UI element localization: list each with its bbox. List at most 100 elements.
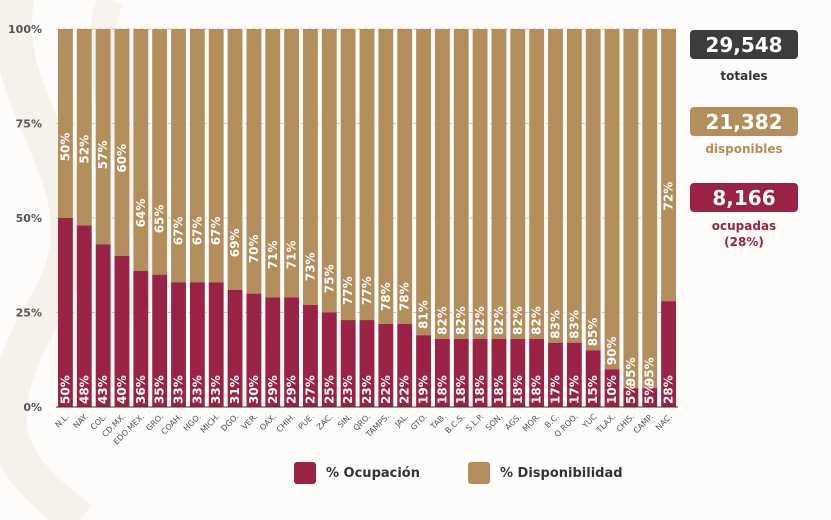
- x-tick-label: PUE.: [297, 412, 316, 431]
- bar-group: 28% 72%: [661, 29, 676, 407]
- bar-disponibilidad: [227, 29, 243, 290]
- legend-label-disponibilidad: % Disponibilidad: [500, 465, 623, 481]
- bar-disponibilidad: [189, 29, 205, 283]
- x-tick-label: JAL.: [393, 412, 410, 429]
- value-label-ocupacion: 33%: [190, 375, 204, 404]
- bar-group: 19% 81%: [416, 29, 431, 407]
- value-label-ocupacion: 18%: [473, 375, 487, 404]
- bar-ocupacion: [566, 342, 582, 407]
- ocupadas-caption-percent: (28%): [724, 235, 764, 249]
- y-tick-label: 50%: [16, 212, 42, 225]
- value-label-disponibilidad: 70%: [247, 234, 261, 263]
- bar-group: 43% 57%: [95, 29, 111, 407]
- disponibles-value: 21,382: [705, 109, 783, 134]
- totales-caption: totales: [720, 69, 768, 83]
- x-tick-label: NAC.: [654, 412, 674, 432]
- bar-disponibilidad: [58, 29, 73, 218]
- value-label-disponibilidad: 82%: [435, 306, 449, 335]
- legend-label-ocupacion: % Ocupación: [326, 465, 420, 481]
- bar-group: 25% 75%: [321, 29, 337, 407]
- value-label-ocupacion: 43%: [96, 375, 110, 404]
- bar-ocupacion: [340, 320, 356, 407]
- value-label-ocupacion: 18%: [454, 375, 468, 404]
- bar-group: 10%90%: [604, 29, 620, 407]
- bar-disponibilidad: [604, 29, 620, 370]
- value-label-ocupacion: 17%: [567, 375, 581, 404]
- value-label-ocupacion: 18%: [511, 375, 525, 404]
- bar-group: 17% 83%: [566, 29, 582, 407]
- value-label-disponibilidad: 67%: [209, 217, 223, 246]
- bar-ocupacion: [397, 323, 413, 407]
- bar-disponibilidad: [472, 29, 488, 339]
- value-label-disponibilidad: 75%: [322, 264, 336, 293]
- bar-disponibilidad: [623, 29, 639, 389]
- bar-disponibilidad: [416, 29, 431, 336]
- bar-group: 48% 52%: [76, 29, 92, 407]
- bar-group: 33% 67%: [189, 29, 205, 407]
- bar-group: 18% 82%: [510, 29, 526, 407]
- bar-group: 18% 82%: [434, 29, 450, 407]
- value-label-disponibilidad: 65%: [153, 205, 167, 234]
- value-label-ocupacion: 18%: [435, 375, 449, 404]
- bar-ocupacion: [623, 388, 639, 407]
- x-tick-label: MOR.: [521, 412, 542, 433]
- bar-ocupacion: [491, 338, 507, 407]
- y-tick-label: 0%: [23, 401, 42, 414]
- bar-disponibilidad: [359, 29, 375, 321]
- bar-ocupacion: [359, 320, 375, 407]
- totales-box: 29,548: [690, 30, 798, 59]
- y-axis-labels: 0% 25% 50% 75% 100%: [8, 23, 42, 414]
- value-label-ocupacion: 31%: [228, 375, 242, 404]
- value-label-disponibilidad: 64%: [134, 199, 148, 228]
- bar-ocupacion: [510, 338, 526, 407]
- value-label-disponibilidad: 78%: [398, 282, 412, 311]
- value-label-ocupacion: 18%: [530, 375, 544, 404]
- y-tick-label: 25%: [16, 307, 42, 320]
- bar-group: 5%95%: [642, 29, 658, 407]
- value-label-ocupacion: 40%: [115, 375, 129, 404]
- value-label-disponibilidad: 82%: [530, 306, 544, 335]
- x-tick-label: ZAC.: [315, 412, 335, 432]
- x-tick-label: SON.: [484, 412, 504, 432]
- bar-group: 18% 82%: [453, 29, 469, 407]
- value-label-ocupacion: 36%: [134, 375, 148, 404]
- ocupadas-caption-label: ocupadas: [711, 219, 777, 233]
- bar-ocupacion: [208, 282, 224, 407]
- bar-group: 29% 71%: [265, 29, 281, 407]
- x-tick-label: COAH.: [159, 412, 183, 436]
- bar-group: 17% 83%: [548, 29, 563, 407]
- x-tick-label: TLAX.: [594, 412, 617, 435]
- bar-disponibilidad: [95, 29, 111, 245]
- value-label-ocupacion: 23%: [360, 375, 374, 404]
- x-tick-label: NAY.: [72, 412, 90, 430]
- bar-group: 5%95%: [623, 29, 639, 407]
- bar-disponibilidad: [208, 29, 224, 283]
- x-tick-label: N.L.: [53, 412, 70, 429]
- bar-ocupacion: [76, 225, 92, 407]
- bar-disponibilidad: [510, 29, 526, 339]
- bar-ocupacion: [265, 297, 281, 407]
- bar-disponibilidad: [434, 29, 450, 339]
- bar-disponibilidad: [152, 29, 168, 275]
- x-tick-label: B.C.S.: [443, 412, 466, 435]
- value-label-disponibilidad: 73%: [303, 252, 317, 281]
- value-label-disponibilidad: 95%: [624, 357, 638, 386]
- bars: 50% 50% 48% 52% 43% 57% 40% 60% 36% 64% 35% 65% 33% 6…: [58, 29, 676, 407]
- bar-ocupacion: [133, 270, 149, 407]
- bar-disponibilidad: [585, 29, 601, 351]
- bar-group: 40% 60%: [114, 29, 130, 407]
- value-label-disponibilidad: 82%: [473, 306, 487, 335]
- bar-group: 23% 77%: [359, 29, 375, 407]
- bar-group: 33% 67%: [171, 29, 186, 407]
- x-tick-label: S.L.P.: [464, 412, 485, 433]
- disponibles-box: 21,382: [690, 107, 798, 136]
- bar-ocupacion: [321, 312, 337, 407]
- ocupadas-value: 8,166: [712, 185, 776, 210]
- bar-group: 18% 82%: [529, 29, 545, 407]
- bar-group: 29% 71%: [284, 29, 300, 407]
- bar-ocupacion: [95, 244, 111, 407]
- legend-item-disponibilidad: % Disponibilidad: [468, 462, 623, 484]
- bar-ocupacion: [416, 335, 431, 407]
- bar-ocupacion: [114, 255, 130, 407]
- value-label-disponibilidad: 72%: [662, 182, 676, 211]
